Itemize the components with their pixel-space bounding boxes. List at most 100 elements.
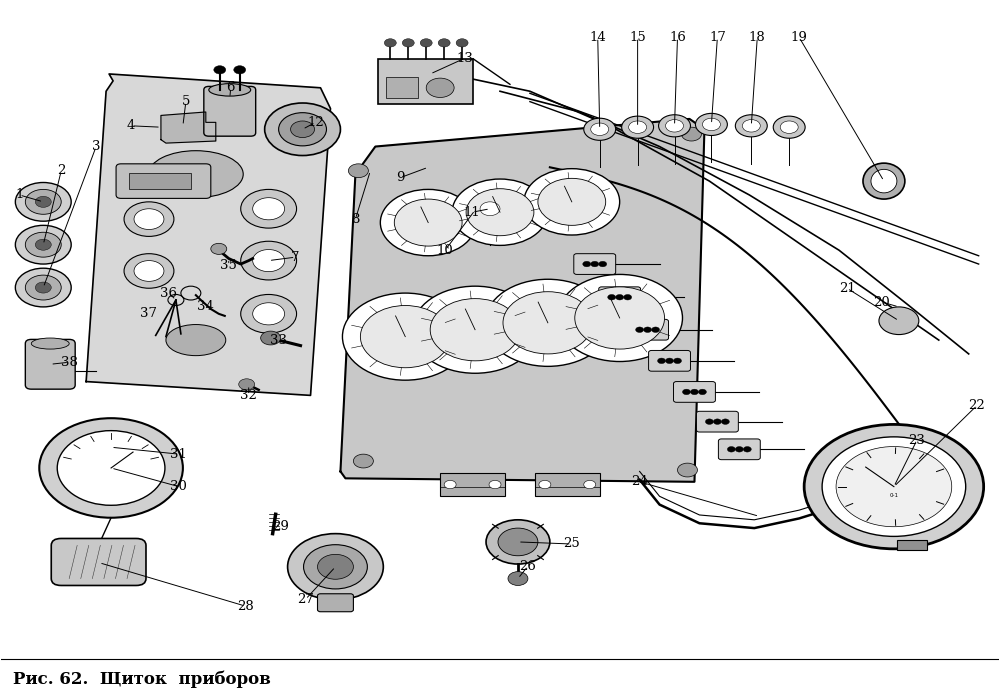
Circle shape <box>35 196 51 208</box>
Circle shape <box>622 116 654 138</box>
Circle shape <box>134 261 164 281</box>
Bar <box>129 173 191 189</box>
Text: 28: 28 <box>237 600 254 613</box>
Ellipse shape <box>209 84 251 96</box>
Text: 12: 12 <box>307 116 324 129</box>
Circle shape <box>380 189 476 256</box>
Circle shape <box>681 127 701 141</box>
Circle shape <box>452 179 548 246</box>
Circle shape <box>836 446 952 527</box>
Circle shape <box>658 358 666 364</box>
Circle shape <box>742 119 760 132</box>
Circle shape <box>666 358 674 364</box>
Text: 13: 13 <box>457 51 474 65</box>
FancyBboxPatch shape <box>204 87 256 136</box>
Ellipse shape <box>863 163 905 199</box>
Circle shape <box>591 261 599 266</box>
Circle shape <box>456 39 468 47</box>
Polygon shape <box>161 112 216 143</box>
Text: 10: 10 <box>437 244 454 257</box>
Circle shape <box>713 419 721 425</box>
Circle shape <box>538 178 606 226</box>
Circle shape <box>599 261 607 266</box>
Circle shape <box>678 463 697 477</box>
Text: 6: 6 <box>226 81 235 94</box>
Circle shape <box>498 528 538 556</box>
Text: 29: 29 <box>272 520 289 533</box>
Polygon shape <box>340 119 704 482</box>
FancyBboxPatch shape <box>674 382 715 403</box>
Circle shape <box>508 572 528 586</box>
Circle shape <box>444 480 456 489</box>
Circle shape <box>124 202 174 237</box>
Ellipse shape <box>31 338 69 349</box>
Circle shape <box>241 189 297 228</box>
Text: 16: 16 <box>669 31 686 44</box>
Circle shape <box>25 189 61 214</box>
Text: 33: 33 <box>270 334 287 346</box>
Circle shape <box>608 294 616 300</box>
Circle shape <box>57 431 165 505</box>
Circle shape <box>279 112 326 146</box>
Bar <box>378 59 473 103</box>
Circle shape <box>583 261 591 266</box>
Text: 4: 4 <box>127 119 135 133</box>
Text: 19: 19 <box>791 31 808 44</box>
Text: 36: 36 <box>160 287 177 300</box>
Circle shape <box>466 189 534 236</box>
Text: 24: 24 <box>631 475 648 489</box>
Text: 2: 2 <box>57 164 65 177</box>
Text: 31: 31 <box>170 448 187 461</box>
Text: 37: 37 <box>140 307 157 321</box>
Ellipse shape <box>69 560 98 573</box>
Bar <box>897 540 927 550</box>
Circle shape <box>674 358 681 364</box>
Text: 14: 14 <box>589 31 606 44</box>
Bar <box>535 473 600 496</box>
Circle shape <box>253 198 285 220</box>
Circle shape <box>503 291 593 354</box>
Circle shape <box>288 534 383 600</box>
Circle shape <box>394 199 462 246</box>
Circle shape <box>265 103 340 155</box>
Text: 35: 35 <box>220 259 237 272</box>
Text: 25: 25 <box>563 537 580 550</box>
FancyBboxPatch shape <box>51 539 146 586</box>
Circle shape <box>15 226 71 264</box>
Text: 0-1: 0-1 <box>889 493 898 498</box>
Circle shape <box>616 294 624 300</box>
Text: 30: 30 <box>170 480 187 493</box>
Bar <box>386 78 418 98</box>
Circle shape <box>353 454 373 468</box>
Circle shape <box>39 418 183 518</box>
Ellipse shape <box>166 325 226 355</box>
Text: Рис. 62.  Щиток  приборов: Рис. 62. Щиток приборов <box>13 670 271 688</box>
Text: 32: 32 <box>240 389 257 402</box>
FancyBboxPatch shape <box>318 594 353 611</box>
Circle shape <box>644 327 652 332</box>
Circle shape <box>253 303 285 325</box>
Text: 23: 23 <box>908 434 925 447</box>
Circle shape <box>430 298 520 361</box>
Text: 34: 34 <box>197 301 214 314</box>
FancyBboxPatch shape <box>627 319 669 340</box>
Circle shape <box>211 244 227 255</box>
Circle shape <box>426 78 454 97</box>
Circle shape <box>15 268 71 307</box>
Circle shape <box>773 116 805 138</box>
Text: 27: 27 <box>297 593 314 606</box>
Circle shape <box>241 242 297 280</box>
Circle shape <box>575 287 665 349</box>
Circle shape <box>539 480 551 489</box>
Circle shape <box>636 327 644 332</box>
Circle shape <box>698 389 706 395</box>
FancyBboxPatch shape <box>599 287 641 307</box>
Circle shape <box>35 239 51 251</box>
Circle shape <box>261 331 281 345</box>
Text: 38: 38 <box>61 356 78 369</box>
Circle shape <box>721 419 729 425</box>
Text: 3: 3 <box>92 140 100 153</box>
Circle shape <box>629 121 647 133</box>
Circle shape <box>584 480 596 489</box>
Circle shape <box>743 446 751 452</box>
